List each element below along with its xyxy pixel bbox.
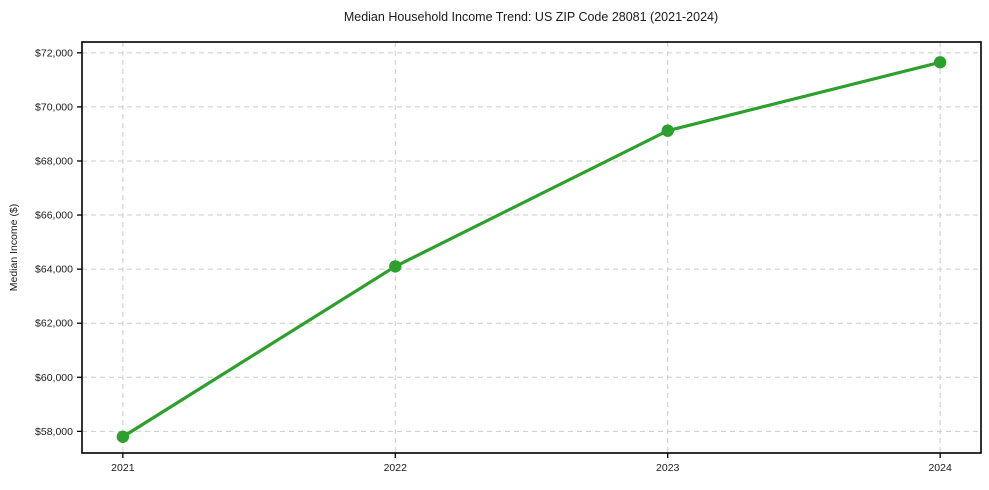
data-point-2024 [933,56,947,69]
axes: $58,000 $60,000 $62,000 $64,000 $66,000 $68,0… [35,41,982,474]
y-tick-label: $58,000 [35,426,73,438]
y-tick-label: $68,000 [35,155,73,167]
data-point-2023 [661,124,674,137]
x-tick-label: 2022 [384,462,408,474]
x-tick-label: 2021 [111,462,135,474]
plot-border [81,41,982,454]
y-axis-title: Median Income ($) [8,204,20,292]
y-tick-label: $66,000 [35,210,73,222]
data-point-2021 [116,430,130,443]
y-tick-label: $64,000 [35,264,73,276]
y-tick-label: $72,000 [35,47,73,59]
data-point-2022 [389,260,402,273]
y-tick-label: $62,000 [35,318,73,330]
line-series [116,56,947,443]
y-tick-label: $70,000 [35,101,73,113]
chart-title: Median Household Income Trend: US ZIP Co… [344,10,718,24]
gridlines [82,42,981,453]
x-tick-label: 2024 [928,462,952,474]
x-tick-label: 2023 [656,462,680,474]
y-tick-label: $60,000 [35,372,73,384]
trend-line [121,60,942,439]
